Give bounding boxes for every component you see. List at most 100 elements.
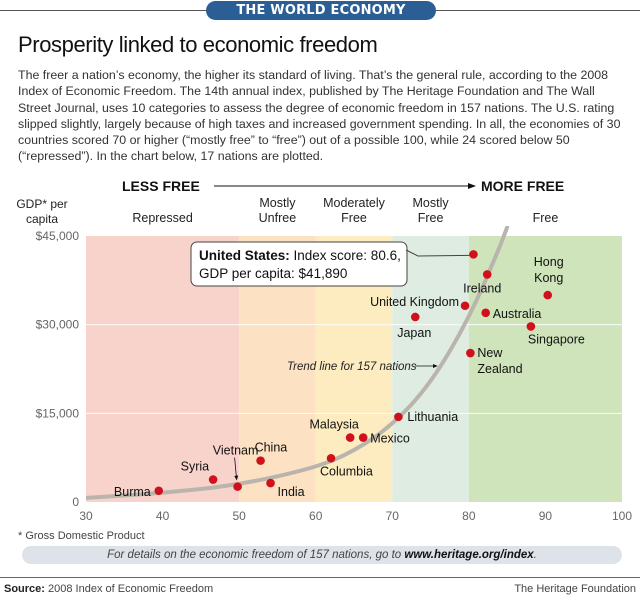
point-columbia: Columbia xyxy=(320,453,373,478)
data-point-mexico xyxy=(358,433,368,442)
point-india: India xyxy=(266,478,305,499)
data-point-new-zealand xyxy=(466,348,475,358)
band-label: Free xyxy=(341,211,367,225)
source-credit: Source: 2008 Index of Economic Freedom xyxy=(4,583,213,595)
y-tick-label: $15,000 xyxy=(36,406,80,420)
x-tick-label: 80 xyxy=(462,509,476,523)
page-title: Prosperity linked to economic freedom xyxy=(18,32,378,57)
point-japan: Japan xyxy=(397,312,431,340)
point-new-zealand: New Zealand xyxy=(466,346,523,376)
details-link[interactable]: www.heritage.org/index xyxy=(404,549,534,561)
data-point-united-states xyxy=(469,250,478,259)
footnote: * Gross Domestic Product xyxy=(18,530,145,542)
point-label-united-kingdom: United Kingdom xyxy=(370,295,459,309)
y-tick-label: 0 xyxy=(72,495,79,509)
data-point-united-kingdom xyxy=(460,301,470,311)
band-label: Moderately xyxy=(323,196,386,210)
section-badge: THE WORLD ECONOMY xyxy=(206,1,436,20)
data-point-japan xyxy=(410,312,420,322)
callout-leader xyxy=(405,249,470,257)
trend-line xyxy=(86,226,510,500)
y-axis-label-line2: capita xyxy=(26,212,58,226)
us-callout: United States: Index score: 80.6, GDP per… xyxy=(190,241,470,287)
point-united-kingdom: United Kingdom xyxy=(370,295,470,311)
point-burma: Burma xyxy=(114,485,164,499)
band-labels: RepressedMostlyUnfreeModeratelyFreeMostl… xyxy=(132,196,558,225)
x-tick-label: 90 xyxy=(539,509,553,523)
band-label: Mostly xyxy=(259,196,296,210)
details-banner: For details on the economic freedom of 1… xyxy=(22,546,622,564)
callout-country: United States: xyxy=(199,248,290,263)
vietnam-pointer-arrow xyxy=(234,457,239,481)
point-label-ireland: Ireland xyxy=(463,281,501,295)
point-label-malaysia: Malaysia xyxy=(310,418,359,432)
callout-box xyxy=(190,241,408,287)
data-point-india xyxy=(266,478,275,488)
point-hong-kong: Hong Kong xyxy=(534,255,564,300)
point-label-singapore: Singapore xyxy=(528,332,585,346)
trend-line-group: Trend line for 157 nations xyxy=(86,226,510,500)
point-label-china: China xyxy=(255,441,288,455)
band-label: Mostly xyxy=(413,196,450,210)
point-label-syria: Syria xyxy=(181,460,210,474)
point-label-hong-kong: Hong xyxy=(534,255,564,269)
point-label-mexico: Mexico xyxy=(370,432,410,446)
more-free-label: MORE FREE xyxy=(481,178,564,194)
data-point-malaysia xyxy=(345,433,355,442)
x-tick-label: 50 xyxy=(232,509,246,523)
data-point-ireland xyxy=(482,270,492,279)
callout-line-1: United States: Index score: 80.6, xyxy=(199,248,401,263)
trend-line-label: Trend line for 157 nations xyxy=(287,361,417,373)
band-label: Free xyxy=(533,211,559,225)
band-label: Unfree xyxy=(259,211,297,225)
data-point-columbia xyxy=(326,453,336,463)
point-ireland: Ireland xyxy=(463,270,501,295)
band-label: Repressed xyxy=(132,211,192,225)
point-label-vietnam: Vietnam xyxy=(213,444,259,458)
point-label-lithuania: Lithuania xyxy=(407,410,458,424)
y-tick-label: $45,000 xyxy=(36,229,80,243)
data-point-hong-kong xyxy=(543,290,553,300)
intro-paragraph: The freer a nation’s economy, the higher… xyxy=(18,68,621,164)
point-label-australia: Australia xyxy=(493,307,542,321)
point-lithuania: Lithuania xyxy=(394,410,458,424)
point-label-india: India xyxy=(278,485,305,499)
band-label: Free xyxy=(418,211,444,225)
point-mexico: Mexico xyxy=(358,432,410,446)
point-singapore: Singapore xyxy=(526,322,585,346)
data-point-singapore xyxy=(526,322,536,331)
point-australia: Australia xyxy=(481,307,541,321)
data-point-vietnam xyxy=(233,482,242,491)
data-point-burma xyxy=(154,486,164,496)
source-text: 2008 Index of Economic Freedom xyxy=(44,583,214,595)
point-label-new-zealand: Zealand xyxy=(477,362,522,376)
axes: 0 $15,000 $30,000 $45,000 30 40 50 60 70 80 90 100 xyxy=(36,229,633,523)
data-point-china xyxy=(256,456,265,465)
band-free xyxy=(468,236,622,502)
point-china: China xyxy=(255,441,288,465)
callout-gdp: GDP per capita: $41,890 xyxy=(199,266,347,281)
x-tick-label: 40 xyxy=(156,509,170,523)
x-tick-label: 70 xyxy=(386,509,400,523)
publisher-credit: The Heritage Foundation xyxy=(514,583,636,595)
point-label-columbia: Columbia xyxy=(320,464,373,478)
callout-index-score: Index score: 80.6, xyxy=(290,248,401,263)
header-rule-left xyxy=(0,10,206,11)
point-vietnam: Vietnam xyxy=(213,444,259,491)
scatter-chart: Trend line for 157 nations Repressed Most… xyxy=(16,178,633,523)
less-free-label: LESS FREE xyxy=(122,178,200,194)
point-label-hong-kong: Kong xyxy=(534,271,563,285)
data-point-lithuania xyxy=(394,412,403,422)
point-label-burma: Burma xyxy=(114,485,151,499)
point-label-japan: Japan xyxy=(397,326,431,340)
header-rule-right xyxy=(436,10,640,11)
x-tick-label: 100 xyxy=(612,509,632,523)
x-tick-label: 30 xyxy=(79,509,93,523)
x-tick-label: 60 xyxy=(309,509,323,523)
point-malaysia: Malaysia xyxy=(310,418,359,442)
footer-rule xyxy=(0,577,640,578)
point-united-states xyxy=(469,250,478,259)
y-tick-label: $30,000 xyxy=(36,318,80,332)
data-point-australia xyxy=(481,308,491,318)
